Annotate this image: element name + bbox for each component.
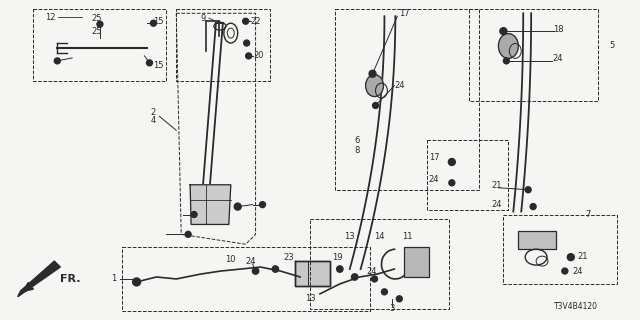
Circle shape: [567, 254, 574, 260]
Text: 17: 17: [399, 9, 410, 18]
Circle shape: [381, 289, 387, 295]
Text: 22: 22: [250, 17, 261, 26]
Text: 25: 25: [92, 14, 102, 23]
Text: 13: 13: [305, 294, 316, 303]
Circle shape: [246, 53, 252, 59]
Text: FR.: FR.: [60, 274, 81, 284]
Circle shape: [132, 278, 141, 286]
Text: 3: 3: [390, 304, 395, 313]
Text: 18: 18: [552, 25, 563, 34]
Circle shape: [54, 58, 60, 64]
Bar: [404, 247, 429, 277]
Circle shape: [97, 21, 103, 27]
Text: T3V4B4120: T3V4B4120: [554, 302, 598, 311]
Polygon shape: [18, 261, 60, 297]
Circle shape: [234, 203, 241, 210]
Circle shape: [252, 268, 259, 274]
Circle shape: [243, 18, 248, 24]
Text: 24: 24: [492, 200, 502, 209]
Circle shape: [337, 266, 343, 272]
Ellipse shape: [499, 34, 518, 58]
Circle shape: [191, 212, 197, 218]
Text: 24: 24: [245, 257, 256, 266]
Circle shape: [147, 60, 152, 66]
Text: 24: 24: [366, 267, 377, 276]
Text: 25: 25: [92, 27, 102, 36]
Circle shape: [530, 204, 536, 210]
Text: 14: 14: [374, 232, 385, 241]
Polygon shape: [295, 261, 330, 286]
Circle shape: [449, 180, 455, 186]
Text: 19: 19: [332, 253, 342, 262]
Bar: [518, 231, 556, 249]
Circle shape: [449, 158, 455, 165]
Text: 10: 10: [225, 255, 236, 264]
Text: 9: 9: [200, 14, 205, 23]
Text: 12: 12: [45, 13, 56, 22]
Text: 4: 4: [151, 116, 156, 125]
Circle shape: [504, 58, 509, 64]
Text: 21: 21: [492, 181, 502, 190]
Circle shape: [372, 102, 378, 108]
Circle shape: [244, 40, 250, 46]
Circle shape: [396, 296, 403, 302]
Circle shape: [185, 231, 191, 237]
Ellipse shape: [365, 75, 383, 97]
Circle shape: [272, 266, 278, 272]
Text: 6: 6: [354, 136, 360, 145]
Text: 7: 7: [585, 210, 590, 219]
Text: 1: 1: [111, 275, 116, 284]
Text: 5: 5: [610, 42, 615, 51]
Circle shape: [372, 276, 378, 282]
Circle shape: [369, 70, 376, 77]
Polygon shape: [190, 185, 231, 224]
Text: 17: 17: [429, 153, 439, 162]
Circle shape: [351, 274, 358, 280]
Text: 23: 23: [283, 253, 294, 262]
Circle shape: [260, 202, 266, 208]
Text: 21: 21: [577, 252, 588, 261]
Text: 24: 24: [394, 81, 404, 90]
Circle shape: [525, 187, 531, 193]
Text: 13: 13: [344, 232, 355, 241]
Text: 24: 24: [429, 175, 439, 184]
Circle shape: [500, 28, 507, 35]
Text: 20: 20: [253, 52, 264, 60]
Text: 24: 24: [553, 54, 563, 63]
Text: 15: 15: [153, 61, 164, 70]
Text: 11: 11: [402, 232, 413, 241]
Text: 24: 24: [573, 267, 583, 276]
Circle shape: [150, 20, 156, 26]
Text: 8: 8: [354, 146, 360, 155]
Circle shape: [562, 268, 568, 274]
Text: 2: 2: [151, 108, 156, 117]
Text: 15: 15: [153, 17, 164, 26]
Bar: [295, 261, 330, 286]
